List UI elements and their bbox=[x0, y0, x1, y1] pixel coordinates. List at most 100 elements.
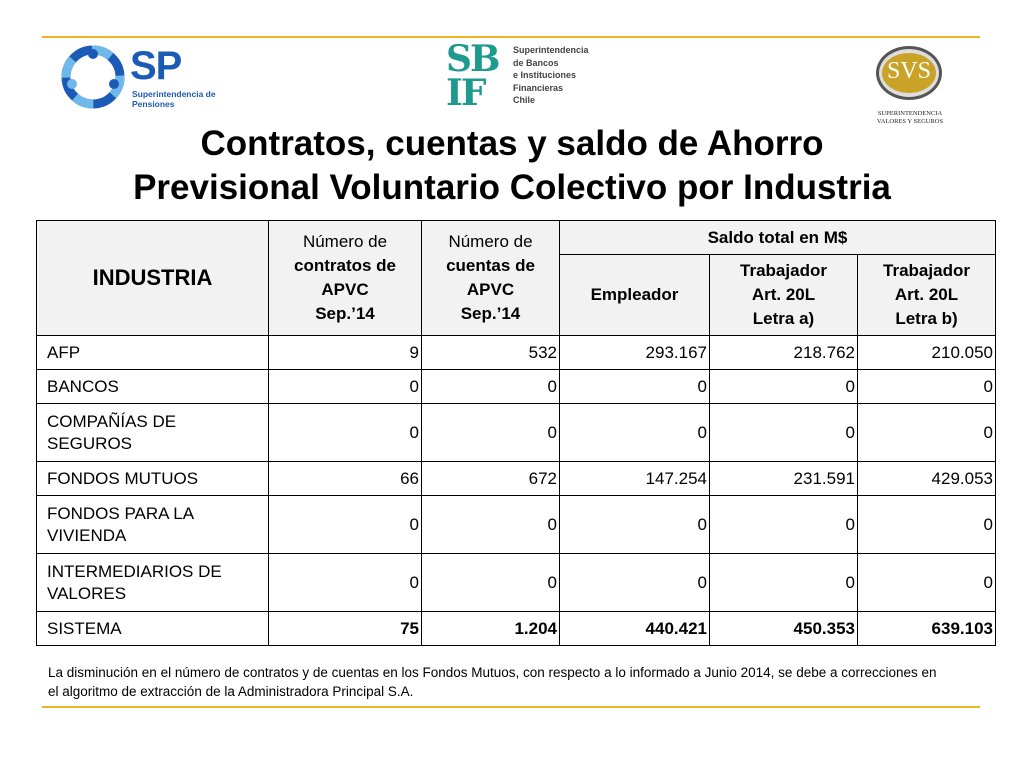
sp-subtitle: Superintendencia de Pensiones bbox=[132, 89, 216, 109]
cell-cuentas: 0 bbox=[421, 369, 560, 404]
header-contratos: Número de contratos de APVC Sep.’14 bbox=[268, 220, 422, 336]
table-row: INTERMEDIARIOS DE VALORES 0 0 0 0 0 bbox=[36, 553, 996, 612]
cell-contratos: 75 bbox=[268, 611, 422, 646]
header-line: Sep.’14 bbox=[315, 304, 375, 323]
row-label: AFP bbox=[36, 335, 269, 370]
sbif-text-line: de Bancos bbox=[513, 57, 559, 68]
cell-cuentas: 1.204 bbox=[421, 611, 560, 646]
cell-cuentas: 672 bbox=[421, 461, 560, 496]
page-title-line: Previsional Voluntario Colectivo por Ind… bbox=[133, 168, 891, 207]
top-divider bbox=[42, 36, 980, 38]
svs-mark: SVS bbox=[886, 58, 932, 84]
cell-trabajador-a: 0 bbox=[709, 553, 858, 612]
table-row: COMPAÑÍAS DE SEGUROS 0 0 0 0 0 bbox=[36, 403, 996, 462]
header-line: Número de bbox=[302, 232, 388, 251]
header-industria: INDUSTRIA bbox=[36, 220, 269, 336]
header-line: contratos de bbox=[293, 256, 397, 275]
bottom-divider bbox=[42, 706, 980, 708]
header-empleador: Empleador bbox=[559, 254, 710, 336]
cell-trabajador-b: 0 bbox=[857, 369, 996, 404]
table-row-total: SISTEMA 75 1.204 440.421 450.353 639.103 bbox=[36, 611, 996, 646]
page-title-line: Contratos, cuentas y saldo de Ahorro bbox=[200, 124, 824, 163]
cell-trabajador-a: 450.353 bbox=[709, 611, 858, 646]
row-label-line: VALORES bbox=[47, 583, 127, 603]
table-row: BANCOS 0 0 0 0 0 bbox=[36, 369, 996, 404]
sbif-text-line: e Instituciones bbox=[513, 70, 577, 80]
sp-subtitle-line: Superintendencia de bbox=[132, 89, 216, 99]
header-line: Trabajador bbox=[883, 261, 970, 280]
cell-trabajador-a: 0 bbox=[709, 369, 858, 404]
row-label: INTERMEDIARIOS DE VALORES bbox=[36, 553, 269, 612]
cell-trabajador-a: 218.762 bbox=[709, 335, 858, 370]
cell-trabajador-a: 0 bbox=[709, 495, 858, 554]
table-row: AFP 9 532 293.167 218.762 210.050 bbox=[36, 335, 996, 370]
row-label: COMPAÑÍAS DE SEGUROS bbox=[36, 403, 269, 462]
cell-contratos: 0 bbox=[268, 369, 422, 404]
table-row: FONDOS PARA LA VIVIENDA 0 0 0 0 0 bbox=[36, 495, 996, 554]
cell-trabajador-a: 0 bbox=[709, 403, 858, 462]
header-line: APVC bbox=[466, 280, 515, 299]
header-line: Letra b) bbox=[895, 309, 958, 328]
cell-empleador: 440.421 bbox=[559, 611, 710, 646]
row-label-line: SEGUROS bbox=[47, 433, 133, 453]
sbif-text: Superintendencia de Bancos e Institucion… bbox=[513, 44, 589, 107]
superintendencia-pensiones-logo: SP Superintendencia de Pensiones bbox=[58, 42, 218, 112]
header-cuentas: Número de cuentas de APVC Sep.’14 bbox=[421, 220, 560, 336]
header-line: APVC bbox=[321, 280, 369, 299]
cell-contratos: 0 bbox=[268, 553, 422, 612]
cell-cuentas: 532 bbox=[421, 335, 560, 370]
people-circle-icon bbox=[61, 45, 125, 109]
cell-contratos: 66 bbox=[268, 461, 422, 496]
sbif-text-line: Chile bbox=[513, 95, 536, 105]
cell-empleador: 147.254 bbox=[559, 461, 710, 496]
header-line: cuentas de bbox=[446, 256, 535, 275]
apvc-table: INDUSTRIA Número de contratos de APVC Se… bbox=[36, 220, 996, 646]
cell-empleador: 293.167 bbox=[559, 335, 710, 370]
cell-contratos: 9 bbox=[268, 335, 422, 370]
cell-contratos: 0 bbox=[268, 403, 422, 462]
row-label: FONDOS PARA LA VIVIENDA bbox=[36, 495, 269, 554]
cell-empleador: 0 bbox=[559, 403, 710, 462]
row-label-line: INTERMEDIARIOS DE bbox=[47, 561, 222, 581]
sbif-text-line: Financieras bbox=[513, 82, 564, 93]
svs-oval-icon bbox=[876, 46, 942, 100]
sbif-text-line: Superintendencia bbox=[513, 45, 589, 55]
cell-empleador: 0 bbox=[559, 369, 710, 404]
header-line: Número de bbox=[448, 232, 533, 251]
cell-empleador: 0 bbox=[559, 495, 710, 554]
page-title: Contratos, cuentas y saldo de Ahorro Pre… bbox=[0, 122, 1024, 210]
cell-empleador: 0 bbox=[559, 553, 710, 612]
footnote: La disminución en el número de contratos… bbox=[48, 665, 937, 699]
header-trabajador-b: Trabajador Art. 20L Letra b) bbox=[857, 254, 996, 336]
header-saldo: Saldo total en M$ bbox=[559, 220, 996, 255]
header-line: Letra a) bbox=[752, 309, 815, 328]
row-label: BANCOS bbox=[36, 369, 269, 404]
cell-cuentas: 0 bbox=[421, 403, 560, 462]
svs-text-line: VALORES Y SEGUROS bbox=[876, 118, 944, 125]
row-label-line: FONDOS PARA LA bbox=[47, 503, 195, 523]
cell-contratos: 0 bbox=[268, 495, 422, 554]
cell-trabajador-b: 429.053 bbox=[857, 461, 996, 496]
header-line: Sep.’14 bbox=[460, 304, 521, 323]
cell-trabajador-a: 231.591 bbox=[709, 461, 858, 496]
table-row: FONDOS MUTUOS 66 672 147.254 231.591 429… bbox=[36, 461, 996, 496]
sbif-logo: SBIF Superintendencia de Bancos e Instit… bbox=[446, 38, 589, 118]
cell-cuentas: 0 bbox=[421, 495, 560, 554]
cell-trabajador-b: 0 bbox=[857, 553, 996, 612]
svs-text-line: SUPERINTENDENCIA bbox=[877, 110, 943, 117]
cell-trabajador-b: 0 bbox=[857, 495, 996, 554]
cell-trabajador-b: 639.103 bbox=[857, 611, 996, 646]
row-label: FONDOS MUTUOS bbox=[36, 461, 269, 496]
header-line: Art. 20L bbox=[894, 285, 959, 304]
svs-text: SUPERINTENDENCIA VALORES Y SEGUROS bbox=[868, 110, 952, 126]
cell-trabajador-b: 0 bbox=[857, 403, 996, 462]
row-label-line: VIVIENDA bbox=[47, 525, 127, 545]
row-label-line: COMPAÑÍAS DE bbox=[47, 411, 177, 431]
row-label: SISTEMA bbox=[36, 611, 269, 646]
svs-logo: SVS SUPERINTENDENCIA VALORES Y SEGUROS bbox=[868, 44, 952, 130]
sbif-mark: SBIF bbox=[446, 38, 500, 114]
sp-mark: SP bbox=[130, 44, 182, 88]
cell-trabajador-b: 210.050 bbox=[857, 335, 996, 370]
header-line: Trabajador bbox=[740, 261, 827, 280]
sp-subtitle-line: Pensiones bbox=[132, 99, 175, 109]
